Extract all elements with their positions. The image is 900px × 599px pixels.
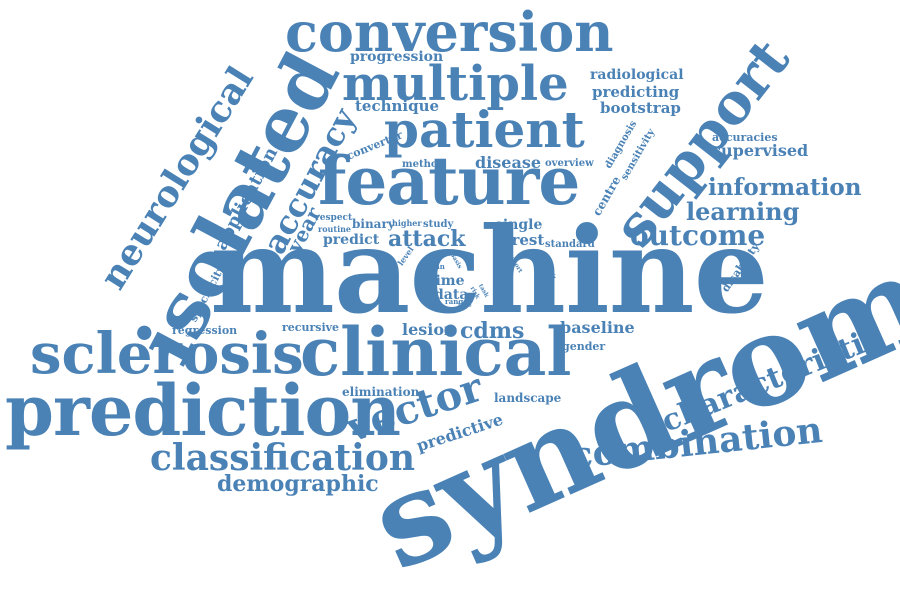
word-study: study xyxy=(423,219,454,230)
word-single: single xyxy=(495,217,543,233)
word-tree: tree xyxy=(458,302,472,309)
word-regression: regression xyxy=(172,324,238,337)
word-routine: routine xyxy=(318,224,352,234)
word-data: data xyxy=(434,287,469,303)
word-cloud: machine syndrome feature clinical isolat… xyxy=(5,0,900,599)
word-higher: higher xyxy=(392,218,422,228)
word-sclerosis: sclerosis xyxy=(30,321,304,387)
word-cdms: cdms xyxy=(460,318,525,344)
word-forest: forest xyxy=(495,231,545,249)
word-predicting: predicting xyxy=(592,83,680,101)
word-accuracies: accuracies xyxy=(712,131,778,144)
word-overview: overview xyxy=(545,158,594,169)
word-standard: standard xyxy=(545,239,595,250)
word-binary: binary xyxy=(352,217,395,231)
word-multiple: multiple xyxy=(342,56,569,112)
word-feature: feature xyxy=(318,142,580,220)
word-attack: attack xyxy=(388,226,466,252)
word-method: method xyxy=(402,159,445,170)
word-patient: patient xyxy=(384,100,585,159)
word-svms: svms xyxy=(455,251,472,258)
word-disease: disease xyxy=(475,153,542,172)
word-predict: predict xyxy=(323,232,380,248)
word-recursive: recursive xyxy=(282,321,340,334)
word-information: information xyxy=(708,174,862,201)
word-lesion: lesion xyxy=(402,320,456,339)
word-machine: machine xyxy=(210,201,769,340)
word-mask: mask xyxy=(535,271,556,280)
word-outcome: outcome xyxy=(630,219,766,252)
word-range: range xyxy=(445,297,468,306)
word-prediction: prediction xyxy=(5,369,401,452)
word-respect: respect xyxy=(315,213,353,223)
word-demographic: demographic xyxy=(217,471,379,497)
word-landscape: landscape xyxy=(494,391,562,405)
word-learning: learning xyxy=(686,197,800,226)
word-scan: scan xyxy=(427,262,445,271)
word-supervised: supervised xyxy=(712,141,809,160)
word-progression: progression xyxy=(350,49,444,65)
word-radiological: radiological xyxy=(590,67,684,83)
word-bootstrap: bootstrap xyxy=(600,99,681,117)
word-conversion: conversion xyxy=(285,0,614,64)
word-baseline: baseline xyxy=(560,318,635,337)
word-time: time xyxy=(429,273,465,289)
word-technique: technique xyxy=(355,97,440,115)
word-elimination: elimination xyxy=(342,385,420,399)
word-classification: classification xyxy=(150,437,416,479)
word-type: type xyxy=(428,255,443,262)
word-gender: gender xyxy=(562,340,606,353)
word-clinical: clinical xyxy=(300,313,572,391)
